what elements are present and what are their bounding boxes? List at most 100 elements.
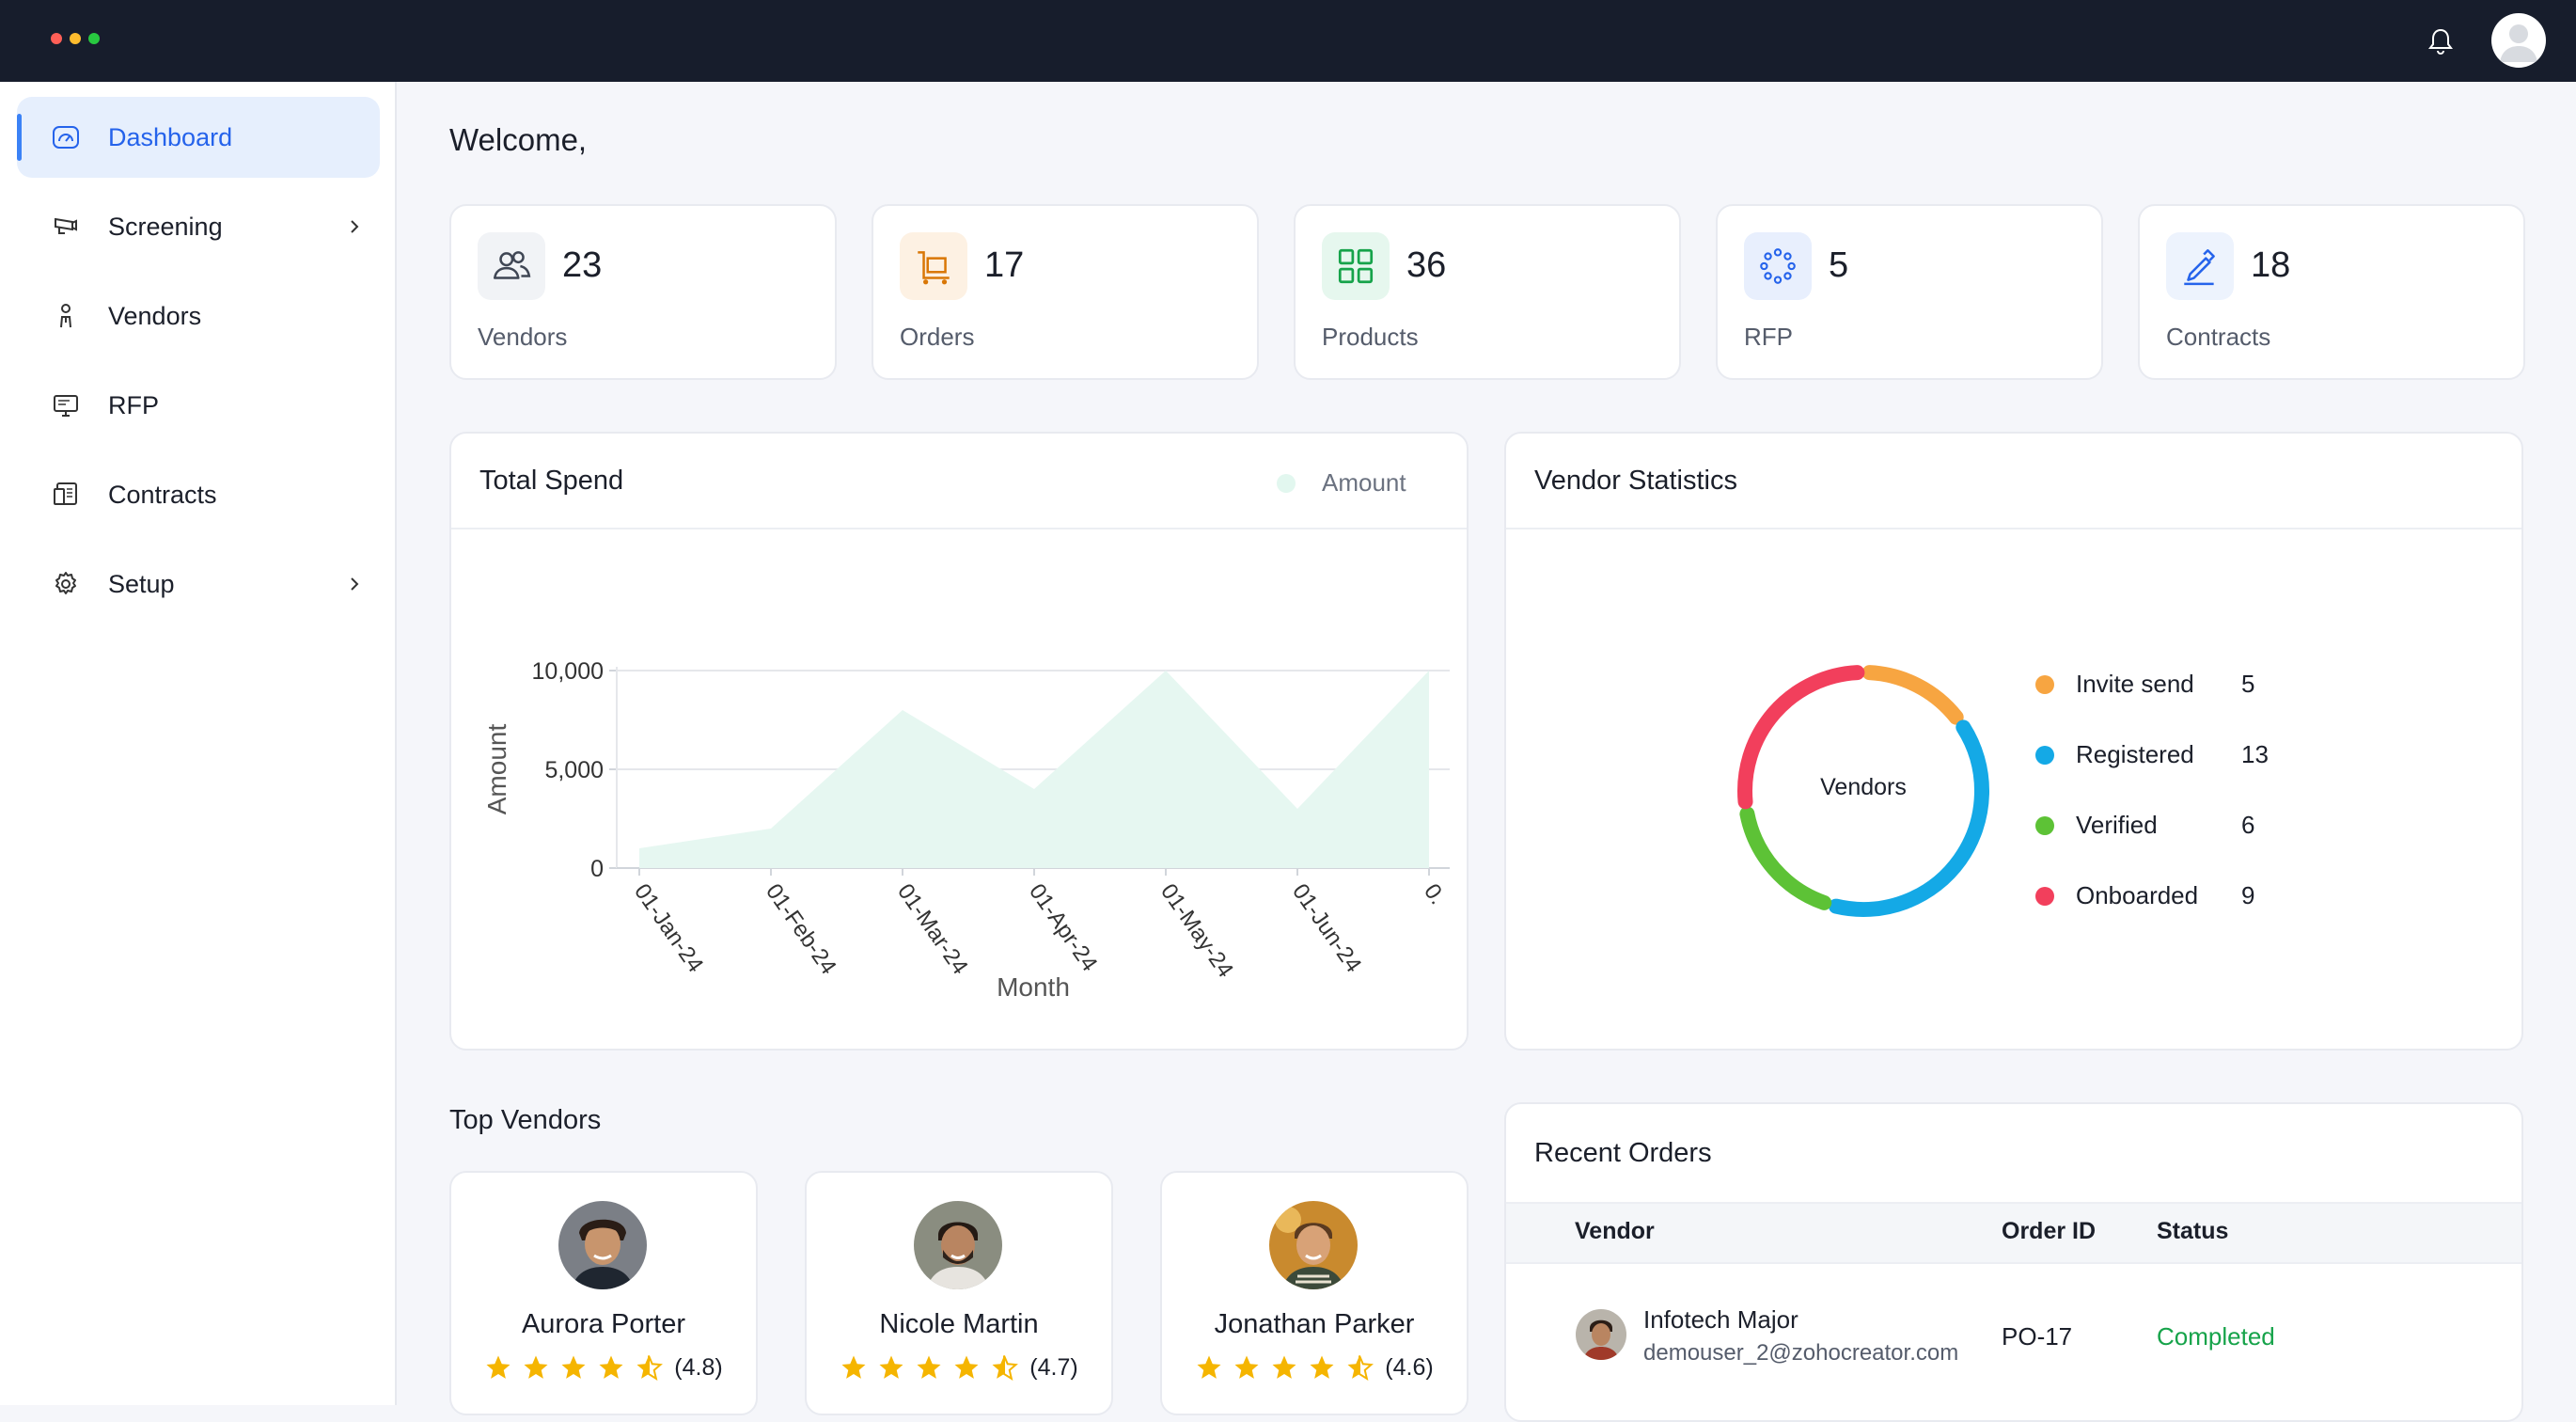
top-vendors-title: Top Vendors — [449, 1105, 602, 1135]
legend-invite-send-swatch — [2035, 675, 2054, 694]
sidebar-item-label: Dashboard — [108, 122, 233, 151]
camera-icon — [55, 217, 77, 234]
card-divider — [1506, 528, 2521, 529]
star-half-icon — [992, 1355, 1019, 1381]
legend-amount-label[interactable]: Amount — [1322, 468, 1406, 497]
stat-label: Orders — [900, 323, 975, 351]
y-tick-label: 10,000 — [532, 658, 604, 685]
sidebar-item-screening[interactable]: Screening — [17, 186, 380, 267]
column-header-status[interactable]: Status — [2157, 1218, 2229, 1244]
vendor-rating-stars: (4.7) — [807, 1353, 1111, 1382]
sidebar-item-label: Setup — [108, 569, 175, 598]
gauge-icon — [53, 126, 79, 149]
legend-registered-swatch — [2035, 746, 2054, 765]
sidebar-item-label: RFP — [108, 390, 159, 419]
cart-icon — [900, 232, 967, 300]
stat-label: Vendors — [478, 323, 568, 351]
total-spend-card: Total Spend Amount 10,000 5,000 0 01-Jan-24… — [449, 432, 1469, 1051]
order-vendor-name[interactable]: Infotech Major — [1643, 1305, 1798, 1334]
card-divider — [451, 528, 1467, 529]
total-spend-chart: 10,000 5,000 0 01-Jan-24 01-Feb-24 01-Mar-24 0… — [482, 658, 1451, 1002]
order-vendor-avatar — [1576, 1309, 1626, 1360]
x-axis-title: Month — [997, 972, 1070, 1002]
window-dot-yellow[interactable] — [70, 33, 81, 44]
legend-verified-value: 6 — [2241, 811, 2255, 839]
chevron-right-icon — [351, 577, 359, 591]
users-icon — [478, 232, 545, 300]
sidebar-item-label: Screening — [108, 212, 223, 241]
vendor-card[interactable]: Nicole Martin (4.7) — [805, 1171, 1113, 1415]
star-icon — [1234, 1355, 1259, 1379]
sidebar-item-setup[interactable]: Setup — [17, 544, 380, 624]
stat-card-products[interactable]: 36 Products — [1294, 204, 1681, 380]
x-tick-label: 0. — [1419, 879, 1451, 909]
legend-onboarded-label[interactable]: Onboarded — [2076, 881, 2199, 909]
table-header — [1506, 1202, 2521, 1264]
star-half-icon — [1347, 1355, 1374, 1381]
dots-circle-icon — [1744, 232, 1812, 300]
legend-verified-label[interactable]: Verified — [2076, 811, 2158, 839]
legend-verified-swatch — [2035, 816, 2054, 835]
order-status: Completed — [2157, 1322, 2275, 1351]
sidebar-item-rfp[interactable]: RFP — [17, 365, 380, 446]
sidebar-item-label: Vendors — [108, 301, 202, 330]
window-dot-red[interactable] — [51, 33, 62, 44]
sidebar: Dashboard Screening Vendors RFP — [0, 82, 397, 1405]
vendor-avatar — [914, 1201, 1002, 1289]
stat-value: 18 — [2251, 245, 2291, 285]
pen-icon — [2166, 232, 2234, 300]
vendor-rating-stars: (4.8) — [451, 1353, 756, 1382]
series-amount-area — [639, 671, 1429, 868]
sidebar-item-label: Contracts — [108, 480, 217, 509]
star-icon — [1197, 1355, 1221, 1379]
legend-invite-send-value: 5 — [2241, 670, 2255, 698]
sidebar-item-dashboard[interactable]: Dashboard — [17, 97, 380, 178]
legend-onboarded-value: 9 — [2241, 881, 2255, 909]
vendor-name: Aurora Porter — [521, 1309, 686, 1339]
vendor-rating-value: (4.7) — [1029, 1353, 1078, 1381]
vendor-statistics-donut — [1737, 665, 1989, 917]
star-icon — [917, 1355, 941, 1379]
stat-card-vendors[interactable]: 23 Vendors — [449, 204, 837, 380]
sidebar-item-vendors[interactable]: Vendors — [17, 276, 380, 356]
column-header-order-id[interactable]: Order ID — [2002, 1218, 2097, 1244]
star-icon — [561, 1355, 586, 1379]
person-icon — [60, 304, 71, 328]
stat-card-contracts[interactable]: 18 Contracts — [2138, 204, 2525, 380]
chevron-right-icon — [351, 220, 359, 233]
star-half-icon — [636, 1355, 664, 1381]
column-header-vendor[interactable]: Vendor — [1575, 1218, 1655, 1244]
order-vendor-email: demouser_2@zohocreator.com — [1643, 1340, 1959, 1366]
recent-orders-title: Recent Orders — [1534, 1138, 1712, 1168]
vendor-avatar — [558, 1201, 647, 1289]
stat-value: 17 — [984, 245, 1025, 285]
stat-label: Contracts — [2166, 323, 2271, 351]
vendor-rating-value: (4.8) — [674, 1353, 723, 1381]
stat-value: 5 — [1829, 245, 1849, 285]
donut-center-label: Vendors — [1820, 774, 1907, 800]
vendor-avatar — [1269, 1201, 1358, 1289]
legend-amount-swatch — [1277, 474, 1296, 493]
legend-onboarded-swatch — [2035, 887, 2054, 906]
user-avatar[interactable] — [2491, 13, 2546, 68]
x-tick-label: 01-Apr-24 — [1024, 879, 1102, 976]
x-tick-label: 01-Feb-24 — [761, 879, 841, 979]
vendor-card[interactable]: Jonathan Parker (4.6) — [1160, 1171, 1469, 1415]
window-dot-green[interactable] — [88, 33, 100, 44]
vendor-card[interactable]: Aurora Porter (4.8) — [449, 1171, 758, 1415]
legend-invite-send-label[interactable]: Invite send — [2076, 670, 2194, 698]
bell-icon[interactable] — [2422, 23, 2459, 60]
total-spend-title: Total Spend — [479, 466, 624, 496]
legend-registered-value: 13 — [2241, 740, 2269, 768]
stat-card-rfp[interactable]: 5 RFP — [1716, 204, 2103, 380]
recent-orders-card: Recent Orders — [1504, 1102, 2523, 1422]
sidebar-item-contracts[interactable]: Contracts — [17, 454, 380, 535]
vendor-name: Nicole Martin — [879, 1309, 1039, 1339]
vendor-statistics-title: Vendor Statistics — [1534, 466, 1737, 496]
legend-registered-label[interactable]: Registered — [2076, 740, 2194, 768]
donut-slice-registered — [1828, 719, 1989, 917]
stat-card-orders[interactable]: 17 Orders — [872, 204, 1259, 380]
monitor-icon — [54, 395, 78, 417]
table-row[interactable]: Infotech Major demouser_2@zohocreator.co… — [1506, 1262, 2521, 1405]
page-title: Welcome, — [449, 122, 588, 157]
